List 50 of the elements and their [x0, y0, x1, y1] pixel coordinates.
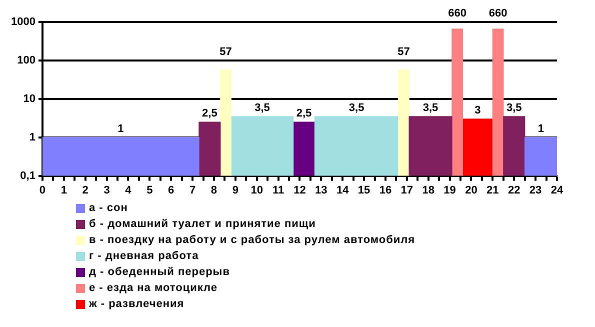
legend-label: б - домашний туалет и принятие пищи — [89, 218, 316, 230]
x-tick-label: 15 — [358, 184, 370, 196]
data-label: 1 — [118, 122, 124, 135]
data-label: 2,5 — [202, 108, 218, 120]
legend-label: е - езда на мотоцикле — [89, 282, 218, 294]
y-tick-label: 100 — [17, 54, 36, 66]
legend-label: ж - развлечения — [89, 298, 184, 310]
x-tick-label: 7 — [189, 184, 196, 196]
data-label: 3,5 — [348, 102, 364, 114]
data-label: 3 — [474, 104, 481, 117]
data-label: 1 — [538, 122, 544, 135]
data-label: 660 — [488, 8, 508, 20]
y-tick-label: 0,1 — [20, 170, 36, 182]
x-tick-label: 11 — [272, 184, 284, 196]
x-tick-label: 6 — [168, 184, 174, 196]
x-tick-label: 14 — [336, 184, 350, 196]
y-tick-label: 10 — [23, 92, 36, 105]
y-tick-label: 1000 — [10, 16, 36, 28]
x-tick-label: 24 — [550, 184, 564, 196]
data-label: 57 — [220, 46, 232, 58]
x-tick-label: 2 — [82, 184, 88, 196]
legend-label: г - дневная работа — [89, 250, 199, 262]
x-tick-label: 1 — [60, 184, 67, 196]
x-tick-label: 17 — [400, 184, 414, 196]
y-tick-label: 1 — [29, 131, 36, 144]
x-tick-label: 9 — [232, 184, 238, 196]
x-tick-label: 5 — [146, 184, 153, 196]
legend-label: а - сон — [89, 202, 128, 214]
x-tick-label: 23 — [529, 184, 542, 196]
data-label: 3,5 — [254, 102, 270, 114]
data-label: 660 — [448, 8, 466, 20]
legend-label: в - поездку на работу и с работы за рулем автомобиля — [89, 234, 416, 246]
data-label: 57 — [398, 46, 410, 58]
x-tick-label: 19 — [444, 184, 456, 196]
x-tick-label: 13 — [315, 184, 328, 196]
x-tick-label: 21 — [486, 184, 499, 196]
x-tick-label: 18 — [422, 184, 434, 196]
data-label: 2,5 — [296, 108, 312, 120]
legend-label: д - обеденный перерыв — [89, 266, 230, 278]
x-tick-label: 3 — [104, 184, 110, 196]
x-tick-label: 8 — [210, 184, 218, 196]
x-tick-label: 0 — [39, 184, 46, 196]
x-tick-label: 4 — [125, 184, 132, 196]
x-tick-label: 12 — [294, 184, 306, 196]
data-label: 3,5 — [422, 102, 438, 114]
x-tick-label: 20 — [465, 184, 478, 196]
data-label: 3,5 — [506, 102, 522, 114]
x-tick-label: 22 — [508, 184, 520, 196]
x-tick-label: 10 — [250, 184, 263, 196]
x-tick-label: 16 — [379, 184, 392, 196]
